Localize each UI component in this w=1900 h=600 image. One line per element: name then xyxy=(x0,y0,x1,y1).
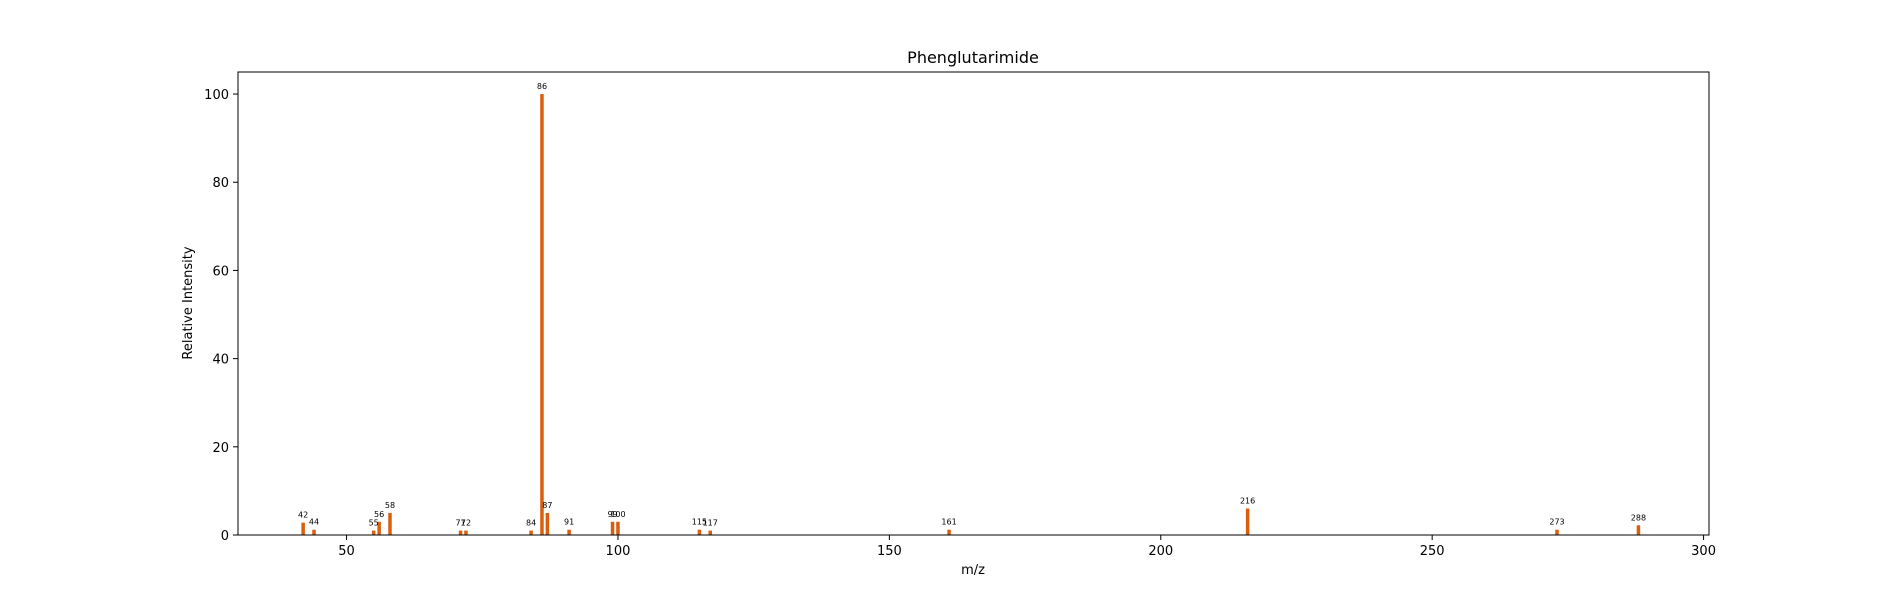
bar-mz-100 xyxy=(616,521,620,535)
y-tick-label-0: 0 xyxy=(221,529,229,544)
peak-label-58: 58 xyxy=(385,501,395,510)
bar-mz-115 xyxy=(697,529,702,535)
peak-label-273: 273 xyxy=(1549,518,1564,527)
x-tick-label-200: 200 xyxy=(1148,544,1173,559)
bar-mz-71 xyxy=(458,530,463,535)
peak-label-86: 86 xyxy=(537,82,547,91)
y-axis-label: Relative Intensity xyxy=(181,246,196,359)
y-axis-ticks: 0 20 40 60 80 100 xyxy=(204,88,238,544)
peak-label-56: 56 xyxy=(374,510,384,519)
bar-mz-58 xyxy=(388,512,392,535)
y-tick-label-40: 40 xyxy=(212,353,229,368)
peak-label-216: 216 xyxy=(1240,497,1255,506)
bar-mz-273 xyxy=(1555,529,1559,535)
x-tick-label-250: 250 xyxy=(1420,544,1445,559)
bar-mz-216 xyxy=(1245,508,1250,535)
bar-mz-161 xyxy=(947,529,951,535)
peak-label-288: 288 xyxy=(1631,513,1646,522)
y-tick-label-80: 80 xyxy=(212,176,229,191)
bar-mz-86 xyxy=(540,94,544,536)
bar-mz-87 xyxy=(545,512,550,535)
peak-label-44: 44 xyxy=(309,518,319,527)
bar-mz-44 xyxy=(312,529,316,535)
x-tick-label-50: 50 xyxy=(338,544,355,559)
bar-mz-56 xyxy=(377,521,381,535)
bar-mz-84 xyxy=(529,530,533,535)
bar-mz-288 xyxy=(1636,525,1641,535)
x-tick-label-300: 300 xyxy=(1691,544,1716,559)
peak-label-84: 84 xyxy=(526,519,536,528)
peak-label-91: 91 xyxy=(564,518,574,527)
peak-label-87: 87 xyxy=(542,501,552,510)
peak-label-161: 161 xyxy=(941,518,956,527)
y-tick-label-60: 60 xyxy=(212,264,229,279)
peak-label-100: 100 xyxy=(610,510,625,519)
bars-group xyxy=(301,94,1641,536)
y-tick-label-100: 100 xyxy=(204,88,229,103)
bar-mz-99 xyxy=(610,521,615,535)
peak-label-71: 71 xyxy=(455,519,465,528)
bar-mz-91 xyxy=(567,529,571,535)
peak-label-72: 72 xyxy=(461,519,471,528)
x-axis-label: m/z xyxy=(961,563,985,578)
peak-label-117: 117 xyxy=(703,519,718,528)
bar-mz-42 xyxy=(301,522,305,535)
peak-label-42: 42 xyxy=(298,511,308,520)
peak-label-115: 115 xyxy=(692,518,707,527)
y-tick-label-20: 20 xyxy=(212,441,229,456)
peak-label-99: 99 xyxy=(607,510,617,519)
chart-title: Phenglutarimide xyxy=(907,48,1039,67)
plot-area-frame xyxy=(237,71,1710,536)
x-axis-ticks: 50 100 150 200 250 300 xyxy=(338,535,1716,559)
bar-mz-55 xyxy=(371,530,376,535)
peak-label-55: 55 xyxy=(369,519,379,528)
bar-mz-72 xyxy=(464,530,468,535)
x-tick-label-150: 150 xyxy=(877,544,902,559)
bar-mz-117 xyxy=(708,530,712,535)
x-tick-label-100: 100 xyxy=(606,544,631,559)
